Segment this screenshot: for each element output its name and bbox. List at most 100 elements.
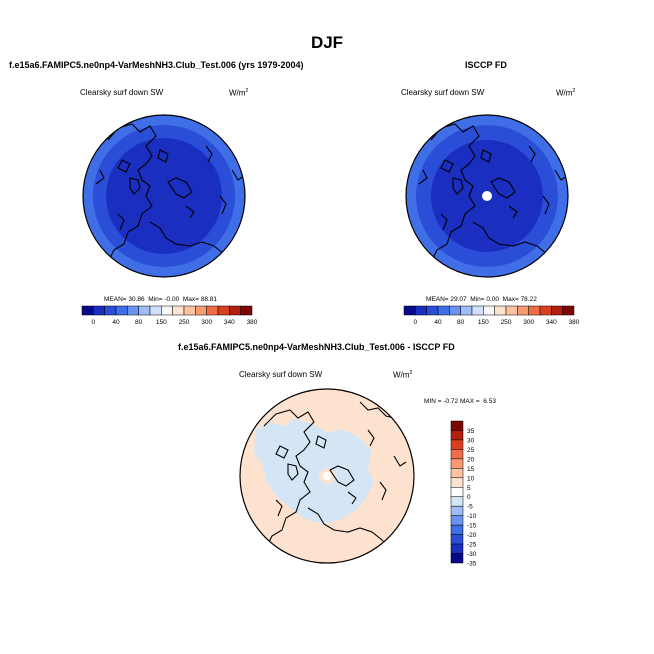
colorbar-swatch: [562, 305, 575, 316]
colorbar-swatch: [206, 305, 219, 316]
colorbar-swatch: [149, 305, 162, 316]
panel-1-stats: MEAN= 30.86 Min= -0.00 Max= 88.81: [104, 296, 218, 303]
colorbar-swatch: [450, 553, 464, 564]
panel-3-stats: MIN = -0.72 MAX = 6.53: [424, 398, 496, 405]
colorbar-label: -5: [467, 504, 473, 511]
colorbar-model: 0 40 80 150 250 300 340 380: [81, 305, 258, 326]
colorbar-swatch: [138, 305, 151, 316]
panel-3-title: f.e15a6.FAMIPC5.ne0np4-VarMeshNH3.Club_T…: [178, 342, 455, 352]
colorbar-label: 250: [501, 319, 512, 326]
colorbar-label: 300: [201, 319, 212, 326]
colorbar-label: 0: [414, 319, 418, 326]
colorbar-label: 15: [467, 466, 475, 473]
colorbar-swatch: [471, 305, 484, 316]
colorbar-swatch: [93, 305, 105, 316]
panel-1-variable: Clearsky surf down SW: [80, 88, 164, 97]
colorbar-swatch: [195, 305, 207, 316]
colorbar-label: 30: [467, 437, 475, 444]
colorbar-label: -10: [467, 513, 477, 520]
coastlines-icon: [95, 117, 245, 271]
coastlines-icon: [263, 401, 407, 549]
colorbar-label: 340: [224, 319, 235, 326]
colorbar-swatch: [528, 305, 541, 316]
colorbar-swatch: [450, 449, 464, 460]
colorbar-label: -15: [467, 523, 477, 530]
colorbar-swatch: [551, 305, 563, 316]
colorbar-label: 10: [467, 475, 475, 482]
colorbar-swatch: [450, 468, 464, 479]
colorbar-swatch: [81, 305, 94, 316]
map-obs: [405, 114, 569, 278]
panel-1-units: W/m2: [229, 88, 249, 98]
colorbar-label: -25: [467, 542, 477, 549]
panel-2-title: ISCCP FD: [465, 60, 507, 70]
colorbar-label: -20: [467, 532, 477, 539]
colorbar-swatch: [505, 305, 518, 316]
colorbar-label: 20: [467, 456, 475, 463]
colorbar-swatch: [450, 430, 464, 441]
colorbar-swatch: [450, 524, 464, 535]
panel-2-variable: Clearsky surf down SW: [401, 88, 485, 97]
colorbar-swatch: [483, 305, 495, 316]
colorbar-swatch: [161, 305, 173, 316]
colorbar-label: -35: [467, 561, 477, 568]
colorbar-swatch: [127, 305, 139, 316]
colorbar-swatch: [450, 487, 464, 497]
colorbar-label: 40: [434, 319, 442, 326]
colorbar-swatch: [104, 305, 117, 316]
colorbar-swatch: [450, 496, 464, 507]
colorbar-swatch: [229, 305, 241, 316]
panel-2-units: W/m2: [556, 88, 576, 98]
colorbar-swatch: [517, 305, 529, 316]
colorbar-label: 80: [457, 319, 465, 326]
colorbar-label: 340: [546, 319, 557, 326]
colorbar-label: 380: [247, 319, 258, 326]
colorbar-swatch: [415, 305, 427, 316]
colorbar-swatch: [240, 305, 253, 316]
colorbar-label: 35: [467, 428, 475, 435]
colorbar-swatch: [494, 305, 507, 316]
colorbar-label: 0: [92, 319, 96, 326]
colorbar-swatch: [426, 305, 439, 316]
colorbar-swatch: [450, 439, 464, 450]
colorbar-swatch: [437, 305, 450, 316]
colorbar-swatch: [450, 534, 464, 545]
colorbar-label: 380: [569, 319, 580, 326]
map-difference: [239, 388, 415, 564]
panel-2-stats: MEAN= 29.07 Min= 0.00 Max= 78.22: [426, 296, 537, 303]
colorbar-swatch: [450, 543, 464, 554]
colorbar-swatch: [460, 305, 473, 316]
colorbar-swatch: [450, 477, 464, 488]
colorbar-swatch: [217, 305, 230, 316]
colorbar-swatch: [450, 515, 464, 526]
colorbar-label: 40: [112, 319, 120, 326]
colorbar-label: 5: [467, 485, 471, 492]
colorbar-label: 300: [523, 319, 534, 326]
colorbar-label: 150: [478, 319, 489, 326]
colorbar-label: 25: [467, 447, 475, 454]
panel-3-variable: Clearsky surf down SW: [239, 370, 323, 379]
panel-1-title: f.e15a6.FAMIPC5.ne0np4-VarMeshNH3.Club_T…: [9, 60, 304, 70]
colorbar-swatch: [403, 305, 416, 316]
missing-data-pole: [482, 191, 492, 201]
colorbar-swatch: [450, 420, 464, 431]
page-title: DJF: [310, 33, 344, 52]
colorbar-obs: 0 40 80 150 250 300 340 380: [403, 305, 580, 326]
colorbar-label: 0: [467, 494, 471, 501]
colorbar-label: 80: [135, 319, 143, 326]
coastlines-icon: [418, 117, 568, 271]
colorbar-swatch: [450, 458, 464, 469]
colorbar-label: -30: [467, 551, 477, 558]
colorbar-swatch: [172, 305, 185, 316]
colorbar-swatch: [539, 305, 552, 316]
colorbar-label: 250: [179, 319, 190, 326]
panel-3-units: W/m2: [393, 370, 413, 380]
colorbar-swatch: [450, 505, 464, 516]
colorbar-swatch: [449, 305, 461, 316]
colorbar-swatch: [115, 305, 128, 316]
colorbar-swatch: [183, 305, 196, 316]
map-model: [82, 114, 246, 278]
colorbar-difference: 35 30 25 20 15 10 5 0 -5 -10 -15 -20 -25 -30 -35: [450, 420, 477, 568]
colorbar-label: 150: [156, 319, 167, 326]
